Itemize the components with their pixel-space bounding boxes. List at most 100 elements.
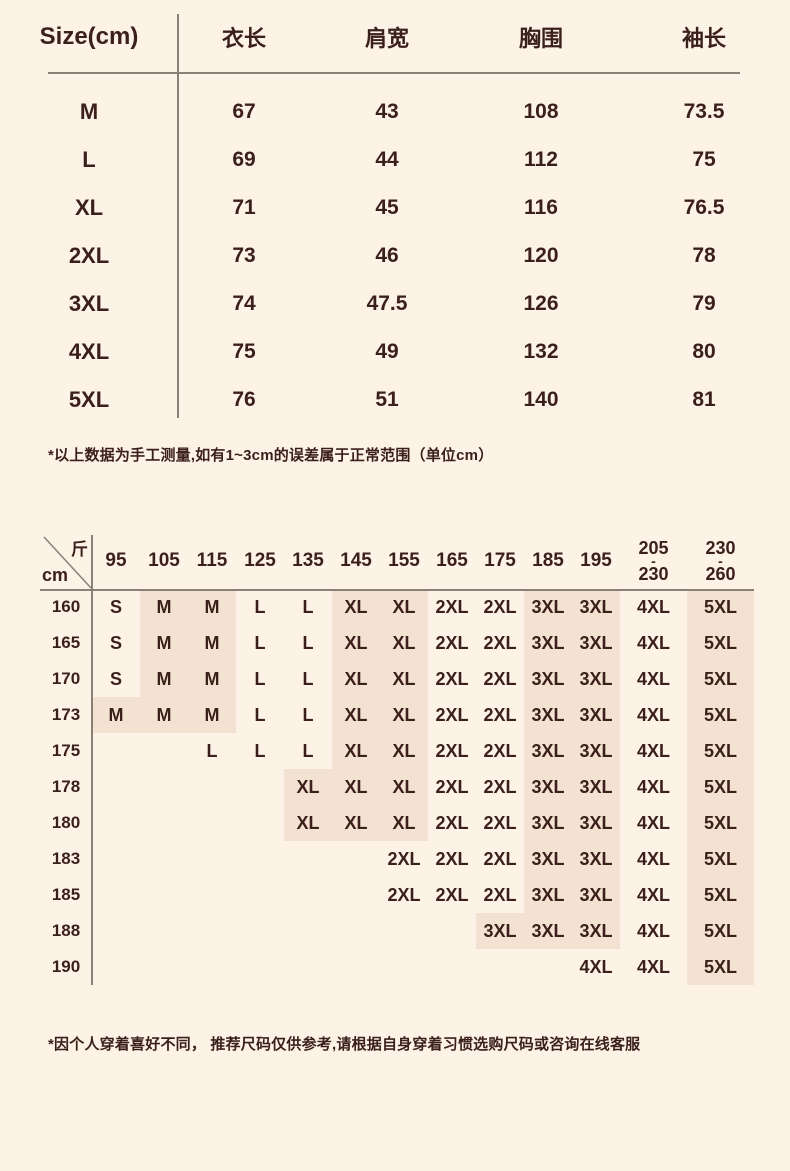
weight-column-header: 95 bbox=[105, 550, 127, 571]
fit-size-cell: 2XL bbox=[435, 812, 469, 833]
height-row-label: 185 bbox=[51, 885, 81, 904]
fit-size-cell bbox=[92, 949, 140, 985]
fit-size-cell: M bbox=[188, 625, 236, 661]
garment-size-table: Size(cm) 衣长 肩宽 胸围 袖长 M 67 43 108 73.5 L 69 44 112 75… bbox=[0, 12, 790, 424]
weight-column-header: 185 bbox=[532, 550, 564, 571]
fit-size-cell bbox=[476, 949, 524, 985]
fit-size-cell: M bbox=[188, 661, 236, 697]
size-table-header-rule bbox=[48, 72, 740, 74]
size-table-column-rule bbox=[177, 14, 179, 418]
height-row-label: 178 bbox=[51, 777, 81, 796]
fit-size-cell: XL bbox=[332, 805, 380, 841]
size-value-cell: 120 bbox=[523, 244, 559, 267]
fit-size-cell: 5XL bbox=[687, 589, 754, 625]
weight-column-header: 230-260 bbox=[687, 533, 754, 589]
fit-size-cell: L bbox=[254, 740, 266, 761]
size-table-row: 3XL 74 47.5 126 79 bbox=[0, 280, 790, 328]
fit-table-row: 185 2XL 2XL 2XL 3XL 3XL 4XL 5XL bbox=[40, 877, 754, 913]
size-value-cell: 51 bbox=[375, 388, 399, 411]
fit-size-cell bbox=[284, 877, 332, 913]
range-top: 230 bbox=[705, 538, 736, 559]
size-row-label: 4XL bbox=[68, 339, 110, 364]
size-table-row: 4XL 75 49 132 80 bbox=[0, 328, 790, 376]
fit-size-cell: 2XL bbox=[387, 848, 421, 869]
size-value-cell: 108 bbox=[523, 100, 559, 123]
fit-size-cell bbox=[284, 841, 332, 877]
range-top: 205 bbox=[638, 538, 669, 559]
fit-size-cell bbox=[140, 733, 188, 769]
fit-size-cell bbox=[428, 949, 476, 985]
fit-size-cell: 2XL bbox=[435, 848, 469, 869]
fit-table-row: 173 M M M L L XL XL 2XL 2XL 3XL 3XL 4XL 5XL bbox=[40, 697, 754, 733]
garment-measurements-section: Size(cm) 衣长 肩宽 胸围 袖长 M 67 43 108 73.5 L 69 44 112 75… bbox=[0, 12, 790, 424]
fit-size-cell: 5XL bbox=[687, 733, 754, 769]
fit-size-cell: 5XL bbox=[687, 913, 754, 949]
size-value-cell: 112 bbox=[524, 148, 558, 171]
fit-size-cell: XL bbox=[380, 769, 428, 805]
size-value-cell: 43 bbox=[375, 100, 399, 123]
size-value-cell: 79 bbox=[692, 292, 716, 315]
size-table-row: M 67 43 108 73.5 bbox=[0, 88, 790, 136]
size-value-cell: 75 bbox=[692, 148, 716, 171]
measure-column-header: 袖长 bbox=[681, 26, 726, 51]
fit-size-cell bbox=[92, 877, 140, 913]
size-value-cell: 44 bbox=[375, 148, 399, 171]
fit-size-cell: 3XL bbox=[572, 769, 620, 805]
size-value-cell: 74 bbox=[232, 292, 256, 315]
height-row-label: 170 bbox=[51, 669, 81, 688]
fit-size-cell: 4XL bbox=[636, 704, 670, 725]
fit-size-cell: 5XL bbox=[687, 805, 754, 841]
height-row-label: 160 bbox=[51, 597, 81, 616]
fit-size-cell: 2XL bbox=[435, 740, 469, 761]
size-value-cell: 76 bbox=[232, 388, 256, 411]
size-value-cell: 140 bbox=[523, 388, 559, 411]
weight-column-header: 105 bbox=[148, 550, 180, 571]
fit-size-cell: 3XL bbox=[572, 805, 620, 841]
diagonal-divider bbox=[43, 536, 92, 589]
fit-size-cell: 3XL bbox=[572, 697, 620, 733]
fit-size-cell bbox=[284, 949, 332, 985]
fit-size-cell bbox=[332, 877, 380, 913]
fit-size-cell: 2XL bbox=[387, 884, 421, 905]
fit-size-cell: 2XL bbox=[483, 596, 517, 617]
fit-size-cell: L bbox=[254, 596, 266, 617]
fit-size-cell: 2XL bbox=[483, 632, 517, 653]
fit-size-cell: 4XL bbox=[636, 668, 670, 689]
fit-size-cell: M bbox=[188, 697, 236, 733]
measure-column-header: 衣长 bbox=[221, 26, 266, 51]
fit-size-cell bbox=[284, 913, 332, 949]
size-value-cell: 81 bbox=[692, 388, 716, 411]
fit-size-cell bbox=[524, 949, 572, 985]
fit-size-cell bbox=[140, 769, 188, 805]
fit-size-cell: L bbox=[254, 704, 266, 725]
fit-table-header-rule bbox=[40, 589, 754, 591]
fit-size-cell: 2XL bbox=[483, 812, 517, 833]
fit-size-cell bbox=[236, 913, 284, 949]
fit-size-cell: M bbox=[140, 697, 188, 733]
fit-size-cell: L bbox=[302, 632, 314, 653]
fit-size-cell: 2XL bbox=[435, 704, 469, 725]
fit-size-cell: M bbox=[140, 625, 188, 661]
fit-size-cell: 2XL bbox=[435, 776, 469, 797]
range-bottom: 260 bbox=[705, 563, 736, 584]
fit-size-cell: 3XL bbox=[572, 913, 620, 949]
fit-table-row: 180 XL XL XL 2XL 2XL 3XL 3XL 4XL 5XL bbox=[40, 805, 754, 841]
fit-size-cell: 5XL bbox=[687, 877, 754, 913]
size-value-cell: 126 bbox=[523, 292, 559, 315]
fit-size-cell: 2XL bbox=[483, 776, 517, 797]
fit-size-cell bbox=[92, 841, 140, 877]
measure-column-header: 肩宽 bbox=[364, 26, 409, 51]
weight-column-header: 135 bbox=[292, 550, 324, 571]
measure-column-header: 胸围 bbox=[518, 26, 563, 51]
size-value-cell: 73 bbox=[232, 244, 256, 267]
fit-size-cell: 2XL bbox=[435, 668, 469, 689]
fit-size-cell: L bbox=[302, 668, 314, 689]
fit-size-cell: XL bbox=[332, 697, 380, 733]
fit-size-cell: M bbox=[188, 589, 236, 625]
fit-size-cell: 4XL bbox=[636, 812, 670, 833]
fit-size-cell bbox=[332, 913, 380, 949]
fit-size-cell: 3XL bbox=[572, 877, 620, 913]
height-row-label: 175 bbox=[51, 741, 81, 760]
fit-table-row: 183 2XL 2XL 2XL 3XL 3XL 4XL 5XL bbox=[40, 841, 754, 877]
fit-size-cell bbox=[236, 805, 284, 841]
